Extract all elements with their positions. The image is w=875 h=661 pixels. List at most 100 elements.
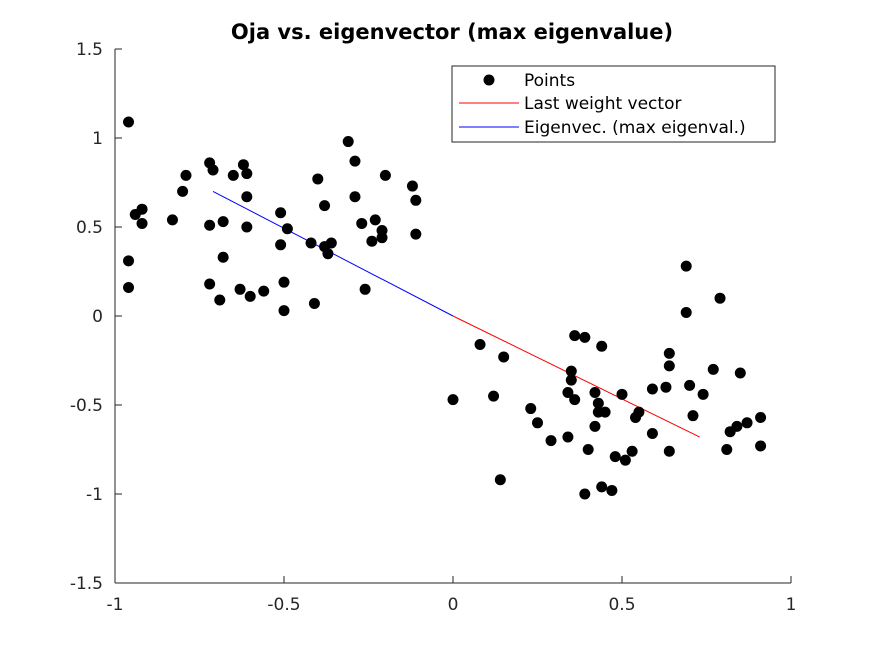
data-point xyxy=(275,239,287,251)
y-tick-label: -0.5 xyxy=(70,396,103,416)
data-point xyxy=(123,116,135,128)
data-point xyxy=(207,164,219,176)
data-point xyxy=(356,217,368,229)
y-tick-label: -1.5 xyxy=(70,574,103,594)
data-point xyxy=(166,214,178,226)
y-tick-label: 0.5 xyxy=(76,218,103,238)
data-point xyxy=(616,388,628,400)
data-point xyxy=(589,420,601,432)
data-point xyxy=(579,488,591,500)
data-point xyxy=(123,255,135,267)
data-point xyxy=(734,367,746,379)
data-point xyxy=(305,237,317,249)
data-point xyxy=(714,292,726,304)
data-point xyxy=(721,444,733,455)
data-point xyxy=(609,451,621,463)
data-point xyxy=(663,445,675,457)
data-point xyxy=(410,194,422,206)
data-point xyxy=(646,383,658,395)
data-point xyxy=(589,387,601,399)
data-point xyxy=(633,406,645,418)
data-point xyxy=(592,397,604,409)
data-point xyxy=(349,191,361,203)
data-point xyxy=(281,223,293,235)
legend-label: Points xyxy=(524,71,575,91)
data-point xyxy=(241,191,253,203)
data-point xyxy=(707,363,719,375)
data-point xyxy=(498,351,510,363)
data-point xyxy=(204,219,216,231)
data-point xyxy=(565,374,577,386)
data-point xyxy=(237,159,249,171)
data-point xyxy=(565,365,577,377)
data-point xyxy=(359,283,371,295)
y-tick-label: 0 xyxy=(92,307,103,327)
data-point xyxy=(680,260,692,272)
data-point xyxy=(180,169,192,181)
data-point xyxy=(204,278,216,290)
data-point xyxy=(596,340,608,352)
x-tick-label: 0.5 xyxy=(608,595,635,615)
data-point xyxy=(325,237,337,249)
data-point xyxy=(275,207,287,219)
data-point xyxy=(755,440,767,452)
weight-vector-line xyxy=(452,315,700,438)
data-point xyxy=(376,232,388,244)
data-point xyxy=(136,203,148,215)
data-point xyxy=(379,169,391,181)
data-point xyxy=(369,214,381,226)
data-point xyxy=(545,435,557,447)
axes: -1 -0.5 0 0.5 1-1.5-1-0.500.511.5 xyxy=(70,40,797,615)
data-point xyxy=(646,427,658,439)
data-point xyxy=(687,410,699,422)
data-point xyxy=(177,185,189,197)
data-point xyxy=(217,251,229,263)
data-point xyxy=(136,217,148,229)
data-point xyxy=(406,180,418,192)
data-point xyxy=(258,285,270,297)
data-point xyxy=(619,454,631,466)
data-point xyxy=(447,394,459,406)
plot-area xyxy=(123,116,767,500)
data-point xyxy=(278,305,290,317)
data-point xyxy=(525,403,537,415)
data-point xyxy=(606,484,618,496)
data-point xyxy=(663,347,675,359)
legend-box xyxy=(451,65,776,143)
legend: Points Last weight vector Eigenvec. (max e… xyxy=(451,65,776,143)
data-point xyxy=(349,155,361,167)
data-point xyxy=(532,417,543,429)
legend-label: Last weight vector xyxy=(524,94,681,114)
data-point xyxy=(217,216,229,228)
data-point xyxy=(697,388,709,400)
data-point xyxy=(322,248,334,260)
data-point xyxy=(741,417,753,429)
data-point xyxy=(241,168,253,180)
data-point xyxy=(680,306,692,318)
data-point xyxy=(278,276,290,288)
data-point xyxy=(582,444,594,455)
y-tick-label: 1.5 xyxy=(76,40,103,60)
y-tick-label: 1 xyxy=(92,129,103,149)
data-point xyxy=(342,136,354,148)
data-point xyxy=(319,200,331,212)
data-point xyxy=(241,221,253,233)
data-point xyxy=(663,360,675,372)
data-point xyxy=(579,331,591,343)
x-tick-label: -0.5 xyxy=(267,595,300,615)
data-point xyxy=(562,387,574,399)
data-point xyxy=(227,169,239,181)
data-point xyxy=(244,290,256,302)
x-tick-label: 0 xyxy=(448,595,459,615)
data-point xyxy=(234,283,246,295)
data-point xyxy=(410,228,422,240)
data-point xyxy=(474,338,486,350)
data-point xyxy=(569,394,581,406)
legend-marker-points xyxy=(483,74,495,86)
data-point xyxy=(562,431,574,443)
data-point xyxy=(599,406,611,418)
x-tick-label: 1 xyxy=(786,595,797,615)
data-point xyxy=(366,235,378,247)
data-point xyxy=(755,411,767,423)
